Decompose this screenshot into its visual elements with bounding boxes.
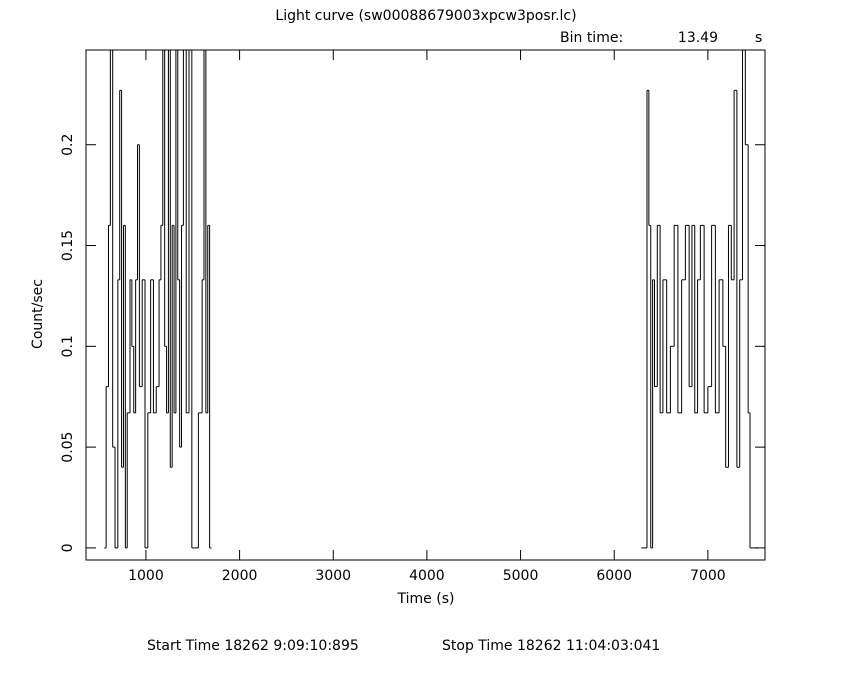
x-tick-label: 7000: [690, 568, 726, 584]
y-tick-label: 0: [60, 543, 76, 552]
y-tick-label: 0.2: [60, 134, 76, 156]
bin-time: 13.49: [678, 30, 718, 46]
bin-time-unit: s: [755, 30, 762, 46]
bin-time-label: Bin time:: [560, 30, 623, 46]
x-axis-label: Time (s): [397, 591, 455, 607]
stop-time: Stop Time 18262 11:04:03:041: [442, 638, 660, 654]
y-tick-label: 0.15: [60, 230, 76, 261]
plot-area: [104, 50, 759, 549]
x-tick-label: 4000: [409, 568, 445, 584]
x-tick-label: 6000: [596, 568, 632, 584]
x-tick-label: 5000: [503, 568, 539, 584]
plot-frame: [85, 49, 766, 561]
y-tick-label: 0.05: [60, 432, 76, 463]
x-tick-label: 3000: [315, 568, 351, 584]
y-tick-label: 0.1: [60, 335, 76, 357]
chart-title: Light curve (sw00088679003xpcw3posr.lc): [275, 8, 576, 24]
x-tick-label: 2000: [222, 568, 258, 584]
y-axis-label: Count/sec: [30, 279, 46, 349]
x-tick-label: 1000: [128, 568, 164, 584]
start-time: Start Time 18262 9:09:10:895: [147, 638, 359, 654]
